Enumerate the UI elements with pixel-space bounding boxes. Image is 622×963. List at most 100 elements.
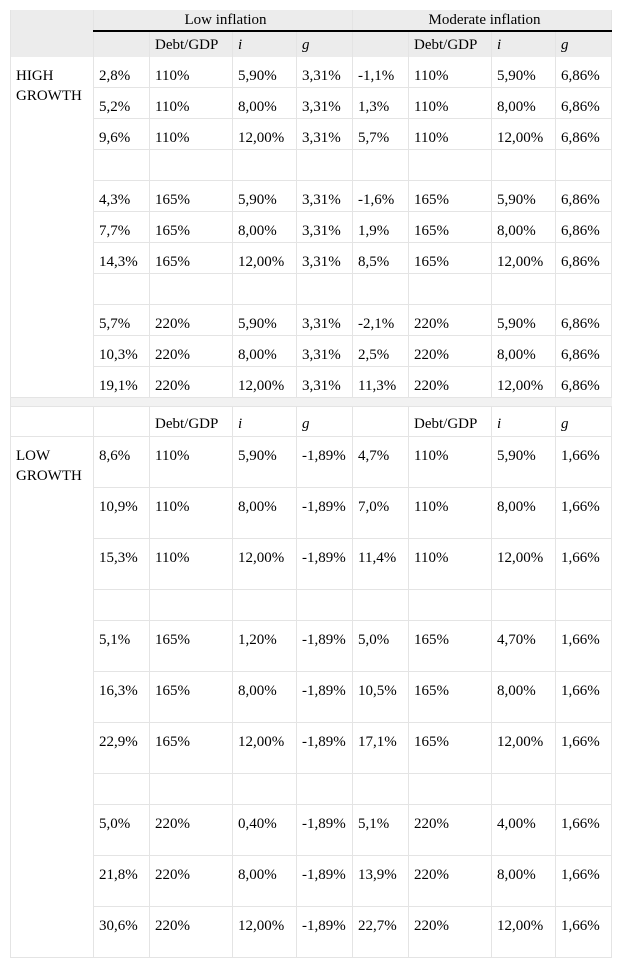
table-cell: -1,89%: [296, 538, 354, 590]
table-cell: 110%: [149, 87, 233, 119]
table-cell: 12,00%: [232, 906, 297, 958]
table-cell: 110%: [408, 87, 493, 119]
table-cell: 5,90%: [491, 436, 557, 488]
empty-row: [11, 773, 613, 805]
table-cell: -1,89%: [296, 436, 354, 488]
empty-row: [11, 273, 613, 305]
col-g-header: g: [555, 406, 613, 437]
table-cell: 8,5%: [352, 242, 410, 274]
table-cell: -1,89%: [296, 906, 354, 958]
table-cell: 5,2%: [93, 87, 150, 119]
table-cell: 8,00%: [232, 855, 297, 907]
table-cell: 4,00%: [491, 804, 557, 856]
table-cell: 8,00%: [491, 211, 557, 243]
table-cell: 8,00%: [232, 211, 297, 243]
table-cell: 1,66%: [555, 804, 613, 856]
table-cell: 12,00%: [491, 118, 557, 150]
col-i-header: i: [232, 406, 297, 437]
table-cell: 8,00%: [491, 87, 557, 119]
table-cell: 165%: [408, 722, 493, 774]
table-cell: 3,31%: [296, 87, 354, 119]
table-cell: 1,66%: [555, 538, 613, 590]
table-cell: 165%: [408, 242, 493, 274]
inflation-header-row: Low inflation Moderate inflation: [10, 10, 613, 31]
table-cell: 2,5%: [352, 335, 410, 367]
table-row: 22,9% 165% 12,00% -1,89% 17,1% 165% 12,00% 1,66…: [11, 722, 613, 774]
table-cell: 6,86%: [555, 366, 613, 398]
table-cell: 30,6%: [93, 906, 150, 958]
table-cell: 5,90%: [232, 304, 297, 336]
table-cell: 15,3%: [93, 538, 150, 590]
table-cell: 110%: [408, 57, 493, 88]
table-cell: -1,89%: [296, 671, 354, 723]
table-cell: 8,00%: [232, 87, 297, 119]
table-cell: 110%: [149, 538, 233, 590]
table-cell: 12,00%: [491, 722, 557, 774]
table-row: 14,3% 165% 12,00% 3,31% 8,5% 165% 12,00% 6,86%: [11, 242, 613, 274]
empty-row: [11, 149, 613, 181]
table-cell: 12,00%: [232, 538, 297, 590]
table-cell: 3,31%: [296, 366, 354, 398]
table-cell: 165%: [408, 180, 493, 212]
table-cell: 1,66%: [555, 487, 613, 539]
table-row: 5,0% 220% 0,40% -1,89% 5,1% 220% 4,00% 1,66%: [11, 804, 613, 856]
table-cell: 12,00%: [491, 906, 557, 958]
table-cell: 2,8%: [93, 57, 150, 88]
table-cell: 3,31%: [296, 211, 354, 243]
table-cell: 4,7%: [352, 436, 410, 488]
table-row: 15,3% 110% 12,00% -1,89% 11,4% 110% 12,00% 1,66…: [11, 538, 613, 590]
table-cell: 12,00%: [232, 366, 297, 398]
data-table: Low inflation Moderate inflation Debt/GD…: [10, 10, 613, 958]
table-cell: 10,9%: [93, 487, 150, 539]
table-row: 30,6% 220% 12,00% -1,89% 22,7% 220% 12,00% 1,66…: [11, 906, 613, 958]
table-cell: -1,89%: [296, 722, 354, 774]
table-cell: 1,20%: [232, 620, 297, 672]
table-cell: 165%: [149, 180, 233, 212]
table-cell: 3,31%: [296, 57, 354, 88]
table-cell: 1,66%: [555, 722, 613, 774]
table-cell: -1,1%: [352, 57, 410, 88]
table-cell: 5,90%: [491, 304, 557, 336]
table-cell: 165%: [408, 211, 493, 243]
table-row: 10,9% 110% 8,00% -1,89% 7,0% 110% 8,00% 1,66%: [11, 487, 613, 539]
table-cell: 8,00%: [491, 855, 557, 907]
table-cell: 11,4%: [352, 538, 410, 590]
table-cell: 3,31%: [296, 180, 354, 212]
table-cell: 1,66%: [555, 620, 613, 672]
table-cell: 5,90%: [232, 436, 297, 488]
table-cell: -1,89%: [296, 620, 354, 672]
table-row: 4,3% 165% 5,90% 3,31% -1,6% 165% 5,90% 6,86%: [11, 180, 613, 212]
table-cell: 5,1%: [352, 804, 410, 856]
table-cell: 5,1%: [93, 620, 150, 672]
table-cell: 19,1%: [93, 366, 150, 398]
table-cell: 3,31%: [296, 335, 354, 367]
table-cell: 11,3%: [352, 366, 410, 398]
table-cell: 5,7%: [93, 304, 150, 336]
table-row: 9,6% 110% 12,00% 3,31% 5,7% 110% 12,00% 6,86%: [11, 118, 613, 150]
col-debt-header: Debt/GDP: [149, 30, 233, 57]
table-cell: 10,3%: [93, 335, 150, 367]
table-cell: 8,00%: [491, 335, 557, 367]
table-cell: 220%: [408, 855, 493, 907]
table-cell: 110%: [408, 436, 493, 488]
table-cell: 5,0%: [352, 620, 410, 672]
col-i-header: i: [491, 406, 557, 437]
moderate-inflation-header: Moderate inflation: [352, 10, 613, 31]
table-row: 7,7% 165% 8,00% 3,31% 1,9% 165% 8,00% 6,86%: [11, 211, 613, 243]
col-g-header: g: [296, 30, 354, 57]
table-cell: 8,00%: [232, 671, 297, 723]
table-cell: 5,90%: [232, 57, 297, 88]
table-cell: -1,89%: [296, 804, 354, 856]
table-row: 5,7% 220% 5,90% 3,31% -2,1% 220% 5,90% 6,86%: [11, 304, 613, 336]
table-cell: 220%: [149, 366, 233, 398]
table-cell: 1,9%: [352, 211, 410, 243]
column-header-row: Debt/GDP i g Debt/GDP i g: [10, 406, 613, 437]
col-debt-header: Debt/GDP: [408, 30, 493, 57]
table-cell: 12,00%: [232, 722, 297, 774]
table-row: LOW GROWTH 8,6% 110% 5,90% -1,89% 4,7% 110% 5,9…: [10, 436, 613, 958]
table-cell: 165%: [149, 211, 233, 243]
table-cell: 17,1%: [352, 722, 410, 774]
table-row: 10,3% 220% 8,00% 3,31% 2,5% 220% 8,00% 6,86%: [11, 335, 613, 367]
table-cell: 165%: [149, 620, 233, 672]
table-cell: 220%: [149, 335, 233, 367]
